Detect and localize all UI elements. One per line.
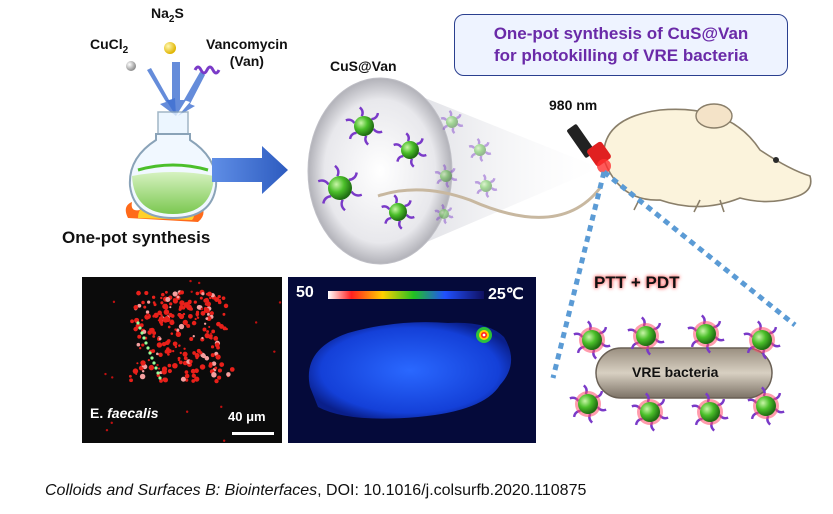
title-line-1: One-pot synthesis of CuS@Van [493, 24, 749, 43]
cucl2-drop-icon [126, 61, 136, 71]
cus-van-nanoparticle-icon [631, 392, 669, 432]
fluorescence-micrograph: E. faecalis 40 μm [82, 277, 282, 443]
cus-van-nanoparticle-icon [627, 316, 665, 356]
zoom-line-right [602, 170, 797, 327]
vre-bacteria-label: VRE bacteria [632, 364, 719, 380]
cus-van-nanoparticle-icon [317, 164, 363, 212]
cus-van-nanoparticle-icon [474, 173, 498, 199]
scale-bar [232, 432, 274, 435]
cus-van-nanoparticle-icon [345, 106, 383, 146]
thermal-min-label: 25℃ [488, 286, 524, 303]
scheme-graphics [125, 42, 812, 432]
temperature-scale-bar [328, 291, 484, 299]
mouse-heat-silhouette [308, 322, 512, 419]
cus-van-nanoparticle-icon [393, 132, 427, 168]
cus-van-nanoparticle-icon [743, 320, 781, 360]
doi-text: , DOI: 10.1016/j.colsurfb.2020.110875 [317, 482, 587, 499]
cus-van-nanoparticle-icon [434, 203, 454, 225]
vre-bacterium [595, 347, 773, 399]
cus-van-nanoparticle-icon [691, 392, 729, 432]
process-arrow-icon [212, 146, 288, 194]
cus-van-nanoparticle-icon [569, 384, 607, 424]
nanoparticle-view [307, 77, 453, 265]
hotspot-icon [482, 333, 486, 337]
ptt-pdt-label: PTT + PDT [594, 273, 680, 292]
cus-van-nanoparticle-icon [747, 386, 785, 426]
cus-van-label: CuS@Van [330, 58, 397, 74]
species-label: E. faecalis [90, 405, 159, 421]
thermal-max-label: 50 [296, 284, 314, 301]
cus-van-nanoparticle-icon [381, 194, 415, 230]
cus-van-nanoparticle-icon [687, 314, 725, 354]
cus-van-nanoparticle-icon [434, 163, 458, 189]
cus-van-nanoparticle-icon [440, 109, 464, 135]
na2s-drop-icon [164, 42, 176, 54]
synthesis-label: One-pot synthesis [62, 228, 211, 247]
laser-pointer-icon [567, 124, 611, 173]
cus-van-nanoparticle-icon [573, 320, 611, 360]
vancomycin-label: Vancomycin (Van) [206, 36, 288, 69]
citation: Colloids and Surfaces B: Biointerfaces, … [45, 482, 586, 500]
na2s-label: Na2S [151, 5, 184, 25]
flask-icon [125, 111, 218, 222]
journal-name: Colloids and Surfaces B: Biointerfaces [45, 482, 318, 499]
thermal-image: 50 25℃ [288, 277, 536, 443]
title-box: One-pot synthesis of CuS@Van for photoki… [454, 14, 788, 76]
scale-bar-label: 40 μm [228, 409, 266, 424]
title-line-2: for photokilling of VRE bacteria [493, 46, 749, 65]
laser-wavelength-label: 980 nm [549, 97, 598, 113]
zoom-line-left [550, 171, 607, 379]
cucl2-label: CuCl2 [90, 36, 129, 56]
reagent-arrows-icon [147, 62, 205, 116]
vancomycin-ligand-icon [193, 65, 221, 75]
cus-van-nanoparticle-icon [468, 137, 492, 163]
